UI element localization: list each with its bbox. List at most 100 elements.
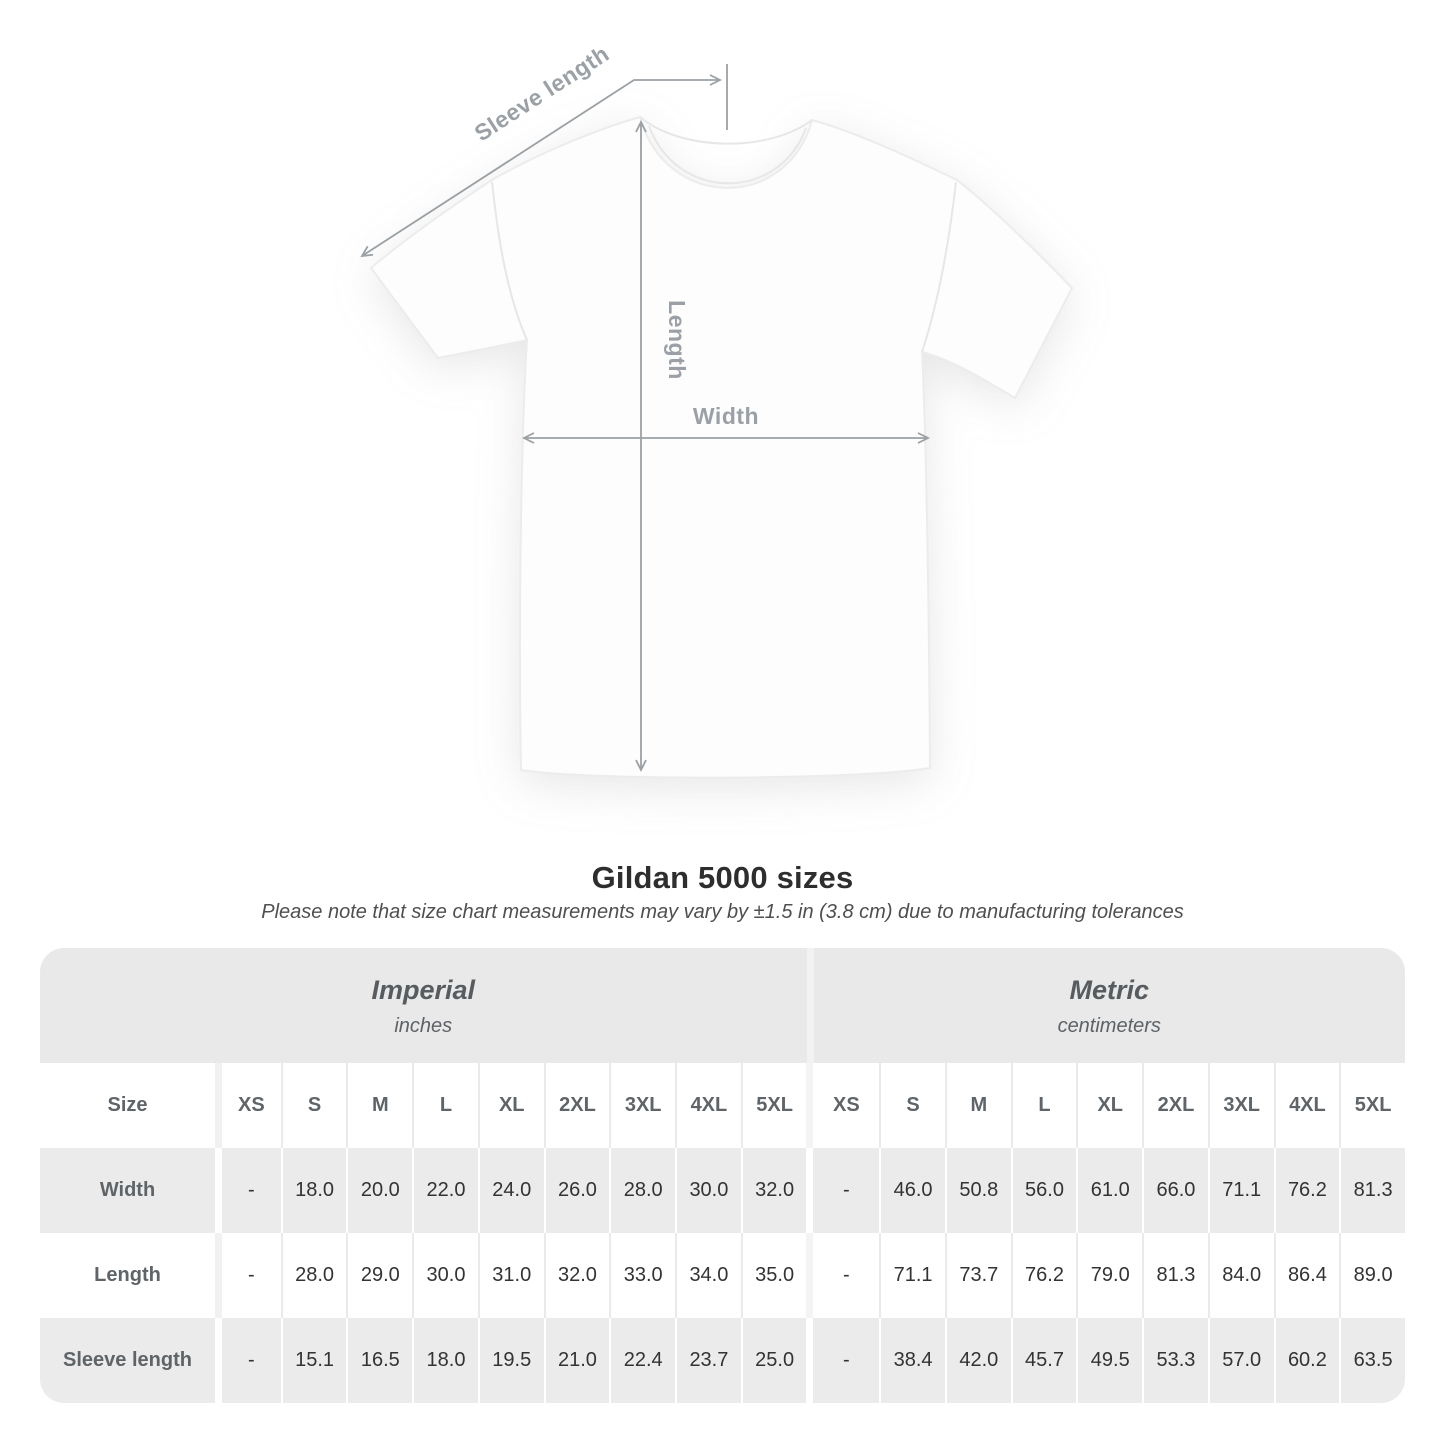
row-label: Sleeve length — [63, 1349, 192, 1371]
size-col-header: 5XL — [740, 1063, 807, 1148]
value-cell: 15.1 — [280, 1318, 347, 1403]
size-col-header: 3XL — [609, 1063, 675, 1148]
size-col-header: 2XL — [1142, 1063, 1208, 1148]
value-cell: 61.0 — [1076, 1148, 1142, 1233]
metric-header: Metric centimeters — [814, 948, 1406, 1063]
value-cell: 19.5 — [477, 1318, 544, 1403]
value-cell: - — [843, 1179, 850, 1201]
imperial-name: Imperial — [371, 975, 476, 1005]
column-divider — [806, 1233, 814, 1318]
value-cell: 56.0 — [1010, 1148, 1077, 1233]
value-cell: 71.1 — [1207, 1148, 1274, 1233]
size-col-header: 5XL — [1339, 1063, 1405, 1148]
value-cell: 22.4 — [609, 1318, 675, 1403]
value-cell: 30.0 — [675, 1148, 741, 1233]
value-cell: 18.0 — [280, 1148, 347, 1233]
value-cell: 38.4 — [879, 1318, 945, 1403]
table-row-sleeve-length: Sleeve length - 15.1 16.5 18.0 19.5 21.0… — [40, 1318, 1405, 1403]
value-cell: 23.7 — [675, 1318, 741, 1403]
size-col-header: 4XL — [1273, 1063, 1340, 1148]
size-header-row: Size XS S M L XL 2XL 3XL 4XL 5XL XS S M … — [40, 1063, 1405, 1148]
size-col-header: M — [944, 1063, 1011, 1148]
value-cell: 45.7 — [1010, 1318, 1077, 1403]
collar-back-seam — [639, 116, 813, 145]
tolerance-note: Please note that size chart measurements… — [261, 901, 1184, 923]
size-col-header: XL — [477, 1063, 544, 1148]
value-cell: 57.0 — [1207, 1318, 1274, 1403]
value-cell: 53.3 — [1142, 1318, 1208, 1403]
value-cell: 32.0 — [543, 1233, 610, 1318]
value-cell: 16.5 — [346, 1318, 412, 1403]
value-cell: 28.0 — [280, 1233, 347, 1318]
value-cell: 29.0 — [346, 1233, 412, 1318]
metric-unit: centimeters — [1057, 1015, 1161, 1037]
metric-name: Metric — [1069, 975, 1150, 1005]
value-cell: 66.0 — [1142, 1148, 1208, 1233]
value-cell: 26.0 — [543, 1148, 610, 1233]
value-cell: 32.0 — [740, 1148, 807, 1233]
value-cell: - — [215, 1318, 281, 1403]
value-cell: 50.8 — [944, 1148, 1011, 1233]
value-cell: 89.0 — [1339, 1233, 1405, 1318]
size-chart-table: Imperial inches Metric centimeters Size … — [40, 948, 1405, 1403]
value-cell: 84.0 — [1207, 1233, 1274, 1318]
value-cell: 63.5 — [1339, 1318, 1405, 1403]
value-cell: 49.5 — [1076, 1318, 1142, 1403]
value-cell: 46.0 — [879, 1148, 945, 1233]
size-col-header: 4XL — [675, 1063, 741, 1148]
value-cell: 60.2 — [1273, 1318, 1340, 1403]
value-cell: 30.0 — [412, 1233, 478, 1318]
size-col-header: XS — [833, 1094, 860, 1116]
value-cell: 71.1 — [879, 1233, 945, 1318]
imperial-unit: inches — [394, 1015, 453, 1037]
table-row-width: Width - 18.0 20.0 22.0 24.0 26.0 28.0 30… — [40, 1148, 1405, 1233]
value-cell: 79.0 — [1076, 1233, 1142, 1318]
chart-title: Gildan 5000 sizes — [591, 860, 854, 895]
size-col-header: L — [1010, 1063, 1077, 1148]
row-label: Width — [99, 1179, 156, 1201]
column-divider — [806, 948, 814, 1063]
size-col-header: M — [346, 1063, 412, 1148]
table-row-length: Length - 28.0 29.0 30.0 31.0 32.0 33.0 3… — [40, 1233, 1405, 1318]
size-col-header: XL — [1076, 1063, 1142, 1148]
column-divider — [806, 1063, 814, 1148]
corner-label: Size — [107, 1094, 148, 1116]
value-cell: - — [843, 1349, 850, 1371]
value-cell: 76.2 — [1010, 1233, 1077, 1318]
sleeve-length-arrow — [360, 74, 723, 258]
width-label: Width — [693, 403, 759, 429]
size-col-header: S — [879, 1063, 945, 1148]
size-col-header: 3XL — [1207, 1063, 1274, 1148]
value-cell: 33.0 — [609, 1233, 675, 1318]
tshirt-shape — [369, 115, 1074, 779]
size-col-header: L — [412, 1063, 478, 1148]
unit-header-row: Imperial inches Metric centimeters — [40, 948, 1405, 1063]
value-cell: 24.0 — [477, 1148, 544, 1233]
value-cell: 73.7 — [944, 1233, 1011, 1318]
sleeve-length-label: Sleeve length — [470, 40, 614, 146]
value-cell: 20.0 — [346, 1148, 412, 1233]
column-divider — [806, 1148, 814, 1233]
value-cell: 35.0 — [740, 1233, 807, 1318]
value-cell: 21.0 — [543, 1318, 610, 1403]
value-cell: 76.2 — [1273, 1148, 1340, 1233]
value-cell: 28.0 — [609, 1148, 675, 1233]
length-label: Length — [664, 300, 690, 380]
imperial-header: Imperial inches — [40, 948, 807, 1063]
row-label: Length — [94, 1264, 161, 1286]
column-divider — [806, 1318, 814, 1403]
value-cell: 81.3 — [1142, 1233, 1208, 1318]
value-cell: 81.3 — [1339, 1148, 1405, 1233]
value-cell: - — [843, 1264, 850, 1286]
value-cell: 18.0 — [412, 1318, 478, 1403]
tshirt-measurement-diagram: Sleeve length Length Width — [360, 40, 1074, 779]
size-col-header: 2XL — [543, 1063, 610, 1148]
size-col-header: XS — [215, 1063, 281, 1148]
value-cell: 42.0 — [944, 1318, 1011, 1403]
value-cell: 34.0 — [675, 1233, 741, 1318]
right-sleeve-seam — [921, 181, 957, 353]
value-cell: 22.0 — [412, 1148, 478, 1233]
size-col-header: S — [280, 1063, 347, 1148]
value-cell: - — [215, 1233, 281, 1318]
